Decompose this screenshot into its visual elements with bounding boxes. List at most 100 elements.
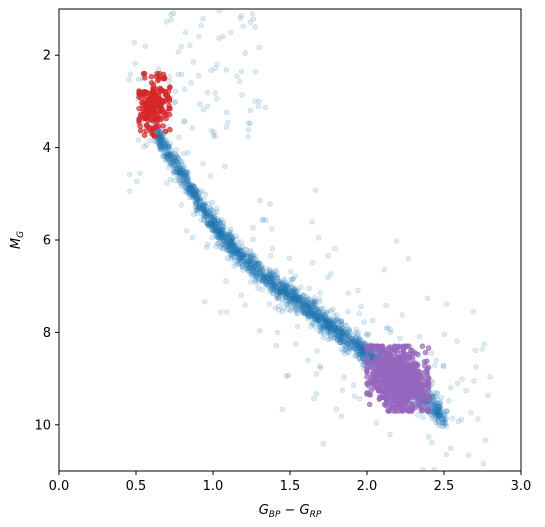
main-sequence-point [255,266,261,273]
outlier-point [416,334,423,340]
upper-group-point [136,119,142,125]
lower-group-point [364,374,370,380]
main-sequence-point [280,292,286,298]
main-sequence-point [327,322,334,329]
main-sequence-point [355,330,361,336]
main-sequence-point [349,338,355,345]
main-sequence-point [192,203,199,210]
main-sequence-point [201,202,208,209]
outlier-point [317,324,323,331]
main-sequence-point [268,273,275,280]
main-sequence-point [177,164,183,171]
main-sequence-point [310,314,317,320]
main-sequence-point [212,223,218,230]
lower-group-point [398,401,404,407]
main-sequence-point [355,340,362,347]
main-sequence-point [156,129,163,136]
main-sequence-point [167,156,174,162]
main-sequence-point [316,296,323,302]
main-sequence-point [227,232,233,239]
main-sequence-point [256,260,263,266]
main-sequence-point [285,292,291,298]
main-sequence-point [214,228,221,234]
main-sequence-point [341,342,348,349]
main-sequence-point [356,344,363,350]
main-sequence-point [179,161,185,167]
main-sequence-point [254,271,261,277]
main-sequence-point [211,218,217,224]
main-sequence-point [257,276,263,282]
main-sequence-point [216,235,222,241]
main-sequence-point [186,189,193,195]
main-sequence-point [246,257,252,264]
outlier-point [269,226,275,232]
main-sequence-point [201,217,207,223]
main-sequence-point [258,268,264,275]
main-sequence-point [234,251,241,258]
main-sequence-point [311,295,318,301]
main-sequence-point [223,234,230,240]
main-sequence-point [278,285,284,291]
main-sequence-point [312,306,318,312]
outlier-point [309,219,315,225]
outlier-point [363,331,370,337]
main-sequence-point [164,154,170,161]
main-sequence-point [268,274,275,281]
main-sequence-point [353,353,359,359]
lower-group-point [384,389,391,395]
outlier-point [320,334,327,341]
main-sequence-point [212,217,218,223]
main-sequence-point [294,289,300,295]
outlier-point [472,347,479,354]
main-sequence-point [181,172,187,178]
main-sequence-point [273,267,279,274]
outlier-point [425,434,432,440]
main-sequence-point [249,268,255,274]
main-sequence-point [218,227,224,234]
main-sequence-point [239,252,245,258]
main-sequence-point [227,226,234,232]
main-sequence-point [232,250,238,256]
main-sequence-point [189,186,195,193]
main-sequence-point [338,328,344,334]
main-sequence-point [160,141,166,147]
lower-group-point [425,384,432,390]
main-sequence-point [173,159,179,165]
main-sequence-point [214,205,220,212]
main-sequence-point [228,233,234,240]
lower-group-point [409,402,416,408]
main-sequence-point [243,261,249,268]
main-sequence-point [179,173,185,180]
main-sequence-point [331,334,337,341]
lower-group-point [425,345,432,351]
main-sequence-point [193,194,199,201]
outlier-point [256,98,262,105]
main-sequence-point [184,174,190,180]
outlier-point [238,68,245,75]
main-sequence-point [185,185,191,191]
main-sequence-point [269,280,276,286]
y-tick-label: 4 [43,141,51,156]
x-tick-label: 2.5 [434,479,455,494]
main-sequence-point [157,133,164,140]
outlier-point [275,291,281,297]
main-sequence-point [184,189,191,195]
main-sequence-point [181,175,188,181]
outlier-point [267,201,273,207]
outlier-point [223,278,229,284]
main-sequence-point [359,352,365,358]
main-sequence-point [246,258,253,264]
main-sequence-point [176,155,182,162]
main-sequence-point [190,183,196,189]
upper-group-point [140,105,147,112]
main-sequence-point [211,214,217,220]
main-sequence-point [167,159,174,166]
main-sequence-point [162,157,168,164]
main-sequence-point [216,235,222,241]
main-sequence-point [354,341,361,347]
main-sequence-point [222,235,229,241]
main-sequence-point [183,173,189,179]
main-sequence-point [328,319,334,325]
main-sequence-point [277,289,284,296]
main-sequence-point [219,235,225,241]
